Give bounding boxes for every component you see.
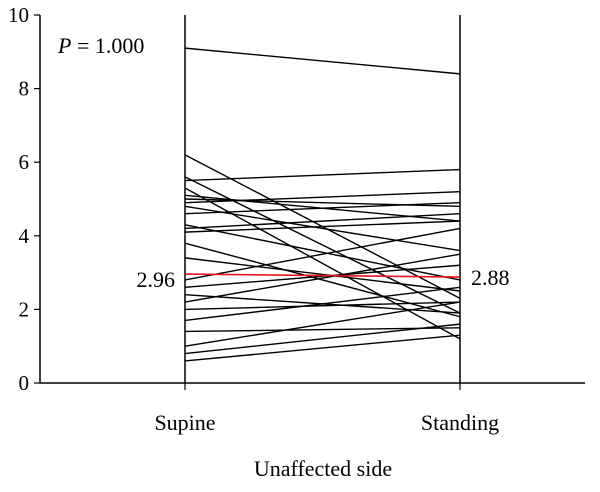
subject-line <box>184 242 461 318</box>
subject-line <box>184 301 461 347</box>
pair-lines <box>184 47 461 362</box>
x-tick-label: Standing <box>421 410 499 435</box>
mean-label-standing: 2.88 <box>471 265 510 290</box>
p-value-text: = 1.000 <box>71 33 144 58</box>
subject-line <box>184 224 461 281</box>
subject-line <box>184 190 461 204</box>
subject-line <box>184 168 461 182</box>
mean-label-supine: 2.96 <box>137 267 176 292</box>
subject-line <box>184 198 461 208</box>
y-ticks: 0 2 4 6 8 10 <box>8 3 40 395</box>
subject-line <box>184 227 461 281</box>
subject-line <box>184 205 461 252</box>
subject-line <box>184 220 461 233</box>
axes <box>39 15 585 384</box>
subject-line <box>184 301 461 311</box>
x-tick-label: Supine <box>154 410 215 435</box>
y-tick-label: 4 <box>19 224 30 248</box>
y-tick-label: 6 <box>19 150 30 174</box>
y-tick-label: 10 <box>8 3 29 27</box>
x-ticks: Supine Standing <box>154 383 499 435</box>
subject-line <box>184 47 461 75</box>
x-axis-label: Unaffected side <box>254 456 392 481</box>
mean-line <box>184 273 461 278</box>
subject-line <box>184 323 461 355</box>
y-tick-label: 2 <box>19 297 30 321</box>
y-tick-label: 0 <box>19 371 30 395</box>
subject-line <box>184 201 461 215</box>
y-tick-label: 8 <box>19 77 30 101</box>
p-value-annotation: P = 1.000 <box>57 33 144 58</box>
subject-line <box>184 213 461 230</box>
mean-group: 2.96 2.88 <box>137 265 510 292</box>
subject-line <box>184 253 461 303</box>
subject-line <box>184 286 461 322</box>
p-value-symbol: P <box>57 33 71 58</box>
subject-line <box>184 257 461 292</box>
subject-line <box>184 334 461 362</box>
